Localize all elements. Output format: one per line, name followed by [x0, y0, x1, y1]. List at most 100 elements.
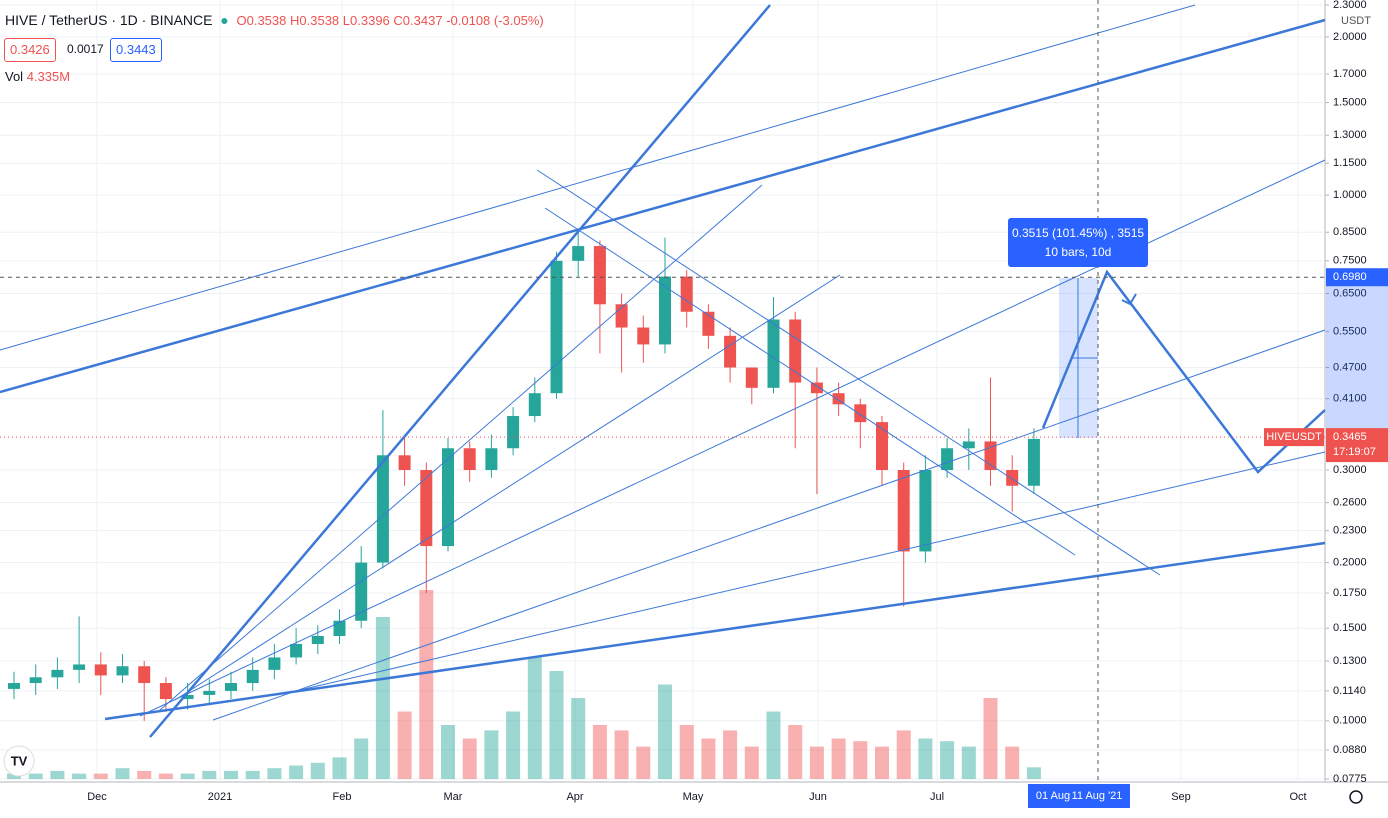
candle-body	[138, 666, 151, 684]
candle-body	[94, 664, 107, 676]
volume-bar	[679, 725, 694, 779]
candle-body	[593, 246, 606, 305]
measure-axis-highlight	[1326, 277, 1388, 438]
trend-line[interactable]	[104, 541, 1326, 721]
volume-bar	[636, 746, 651, 779]
volume-bar	[115, 768, 130, 779]
settings[interactable]	[1349, 790, 1363, 804]
price-tag	[1326, 428, 1388, 463]
trend-line[interactable]	[0, 4, 1196, 351]
candle-body	[442, 448, 454, 547]
logo-text: TV	[11, 753, 28, 768]
volume-bar	[809, 746, 824, 779]
volume-bar	[788, 725, 803, 779]
spread: 0.0017	[67, 42, 104, 56]
logo[interactable]	[3, 745, 35, 777]
y-tick-label: 0.8500	[1333, 226, 1367, 238]
target-label: 0.6980	[1333, 271, 1367, 283]
candle-body	[528, 393, 541, 417]
volume-bar	[961, 746, 976, 779]
candle-body	[854, 404, 867, 423]
volume-bar	[744, 746, 759, 779]
candle-body	[333, 620, 346, 636]
y-tick-label: 0.1750	[1333, 587, 1367, 599]
volume-bar	[571, 698, 586, 779]
trend-line[interactable]	[536, 169, 1161, 576]
volume-bar	[310, 762, 325, 779]
candle-body	[355, 562, 368, 621]
volume-bar	[158, 773, 173, 779]
trend-line[interactable]	[174, 274, 841, 701]
candle-body	[290, 643, 303, 658]
volume-bar	[245, 770, 260, 779]
candle-body	[116, 666, 129, 676]
measure-text: 0.3515 (101.45%) , 3515	[1012, 226, 1144, 240]
trend-line[interactable]	[299, 451, 1326, 691]
x-tick-label: Jul	[930, 791, 944, 803]
volume-bar	[441, 725, 455, 779]
trend-line[interactable]	[149, 4, 771, 738]
candle-body	[962, 441, 975, 449]
candle-body	[832, 393, 845, 405]
x-tick-label: Feb	[333, 791, 352, 803]
candle-body	[463, 448, 476, 471]
y-tick-label: 0.1000	[1333, 715, 1367, 727]
y-tick-label: 0.0880	[1333, 744, 1367, 756]
candle-body	[398, 455, 411, 471]
candle-body	[225, 683, 237, 691]
y-tick-label: 1.3000	[1333, 129, 1367, 141]
y-tick-label: 2.0000	[1333, 31, 1367, 43]
volume-bar	[354, 738, 369, 779]
candle-body	[311, 635, 324, 644]
candle-body	[789, 319, 802, 383]
candle-body	[1006, 470, 1019, 486]
x-tick-label: Jun	[809, 791, 827, 803]
volume-bar	[267, 768, 282, 779]
volume-bar	[50, 770, 65, 779]
volume-bar	[614, 730, 629, 779]
measure-bars: 10 bars, 10d	[1045, 245, 1112, 259]
volume-bar	[723, 730, 738, 779]
trend-line[interactable]	[544, 207, 1076, 556]
candle-body	[51, 669, 64, 678]
volume-bar	[375, 617, 390, 779]
x-tick-label: 2021	[208, 791, 232, 803]
volume-bar	[527, 657, 542, 779]
x-tick-label: May	[683, 791, 704, 803]
y-tick-label: 0.2300	[1333, 525, 1367, 537]
trend-line[interactable]	[212, 329, 1326, 721]
y-tick-label: 0.1300	[1333, 655, 1367, 667]
crosshair-date: 11 Aug '21	[1072, 790, 1123, 802]
candle-body	[73, 664, 86, 670]
candle-body	[268, 657, 281, 670]
volume-bar	[28, 773, 43, 779]
volume-bar	[419, 590, 434, 779]
volume-bar	[658, 684, 672, 779]
volume-bar	[983, 698, 998, 779]
volume-bar	[137, 770, 152, 779]
y-tick-label: 0.7500	[1333, 255, 1367, 267]
y-tick-label: 1.1500	[1333, 157, 1367, 169]
volume-bar	[332, 757, 347, 779]
volume-bar	[180, 773, 195, 779]
price-axis	[1325, 0, 1388, 818]
volume-bar	[72, 773, 87, 779]
volume-bar	[853, 741, 868, 779]
trend-line[interactable]	[159, 184, 763, 711]
y-tick-label: 1.0000	[1333, 189, 1367, 201]
trend-line[interactable]	[0, 18, 1326, 394]
y-tick-label: 0.3000	[1333, 464, 1367, 476]
y-tick-label: 0.0775	[1333, 773, 1367, 785]
volume-bar	[506, 711, 521, 779]
y-tick-label: 0.2000	[1333, 556, 1367, 568]
volume-bar	[224, 770, 238, 779]
ask[interactable]: 0.3443	[110, 38, 162, 62]
bid[interactable]: 0.3426	[4, 38, 56, 62]
candle-body	[637, 327, 650, 345]
volume-bar	[397, 711, 412, 779]
candle-body	[485, 448, 498, 471]
volume-bar	[940, 741, 955, 779]
volume-bar	[7, 773, 21, 779]
drawings	[0, 4, 1326, 738]
volume-bar	[896, 730, 911, 779]
